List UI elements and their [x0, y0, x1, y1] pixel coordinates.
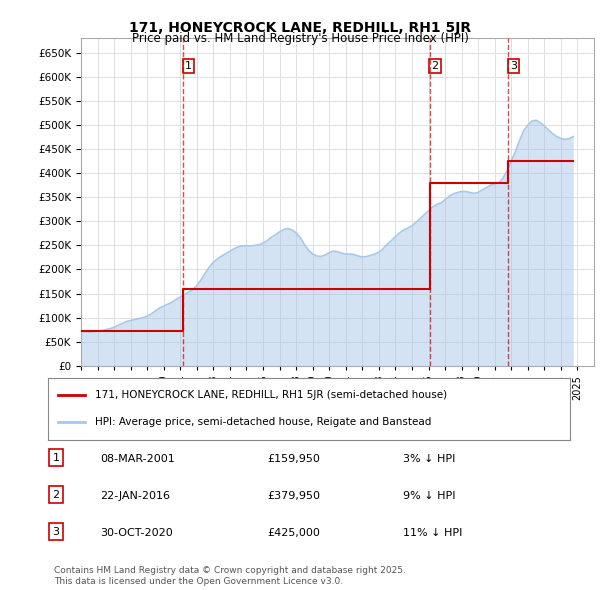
Text: £159,950: £159,950: [267, 454, 320, 464]
Text: 171, HONEYCROCK LANE, REDHILL, RH1 5JR: 171, HONEYCROCK LANE, REDHILL, RH1 5JR: [129, 21, 471, 35]
Text: 1: 1: [52, 453, 59, 463]
Text: 3: 3: [510, 61, 517, 71]
Text: 2: 2: [431, 61, 438, 71]
Text: 30-OCT-2020: 30-OCT-2020: [100, 528, 173, 538]
Text: 3% ↓ HPI: 3% ↓ HPI: [403, 454, 455, 464]
Text: 171, HONEYCROCK LANE, REDHILL, RH1 5JR (semi-detached house): 171, HONEYCROCK LANE, REDHILL, RH1 5JR (…: [95, 390, 447, 400]
Text: Contains HM Land Registry data © Crown copyright and database right 2025.
This d: Contains HM Land Registry data © Crown c…: [54, 566, 406, 586]
Text: 1: 1: [185, 61, 192, 71]
Text: 22-JAN-2016: 22-JAN-2016: [100, 491, 170, 502]
Text: 3: 3: [52, 526, 59, 536]
Text: 11% ↓ HPI: 11% ↓ HPI: [403, 528, 463, 538]
Text: HPI: Average price, semi-detached house, Reigate and Banstead: HPI: Average price, semi-detached house,…: [95, 417, 431, 427]
Text: 9% ↓ HPI: 9% ↓ HPI: [403, 491, 455, 502]
Text: £379,950: £379,950: [267, 491, 320, 502]
Text: Price paid vs. HM Land Registry's House Price Index (HPI): Price paid vs. HM Land Registry's House …: [131, 32, 469, 45]
Text: 2: 2: [52, 490, 59, 500]
Text: 08-MAR-2001: 08-MAR-2001: [100, 454, 175, 464]
Text: £425,000: £425,000: [267, 528, 320, 538]
